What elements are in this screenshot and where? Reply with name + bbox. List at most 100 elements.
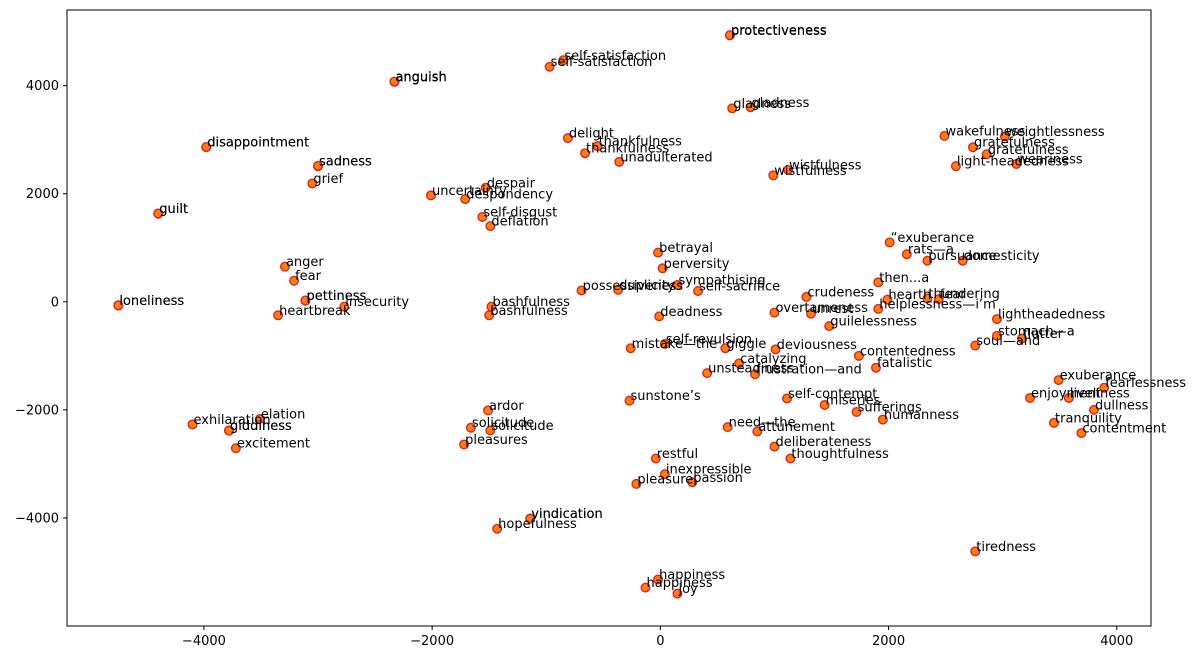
scatter-point xyxy=(465,422,476,433)
point-label: vindication xyxy=(531,507,602,522)
point-label: miseries xyxy=(826,393,881,408)
scatter-point xyxy=(485,425,496,436)
x-tick-label: 4000 xyxy=(1100,634,1133,649)
scatter-point xyxy=(720,343,731,354)
scatter-point xyxy=(1025,392,1036,403)
point-label: gladness xyxy=(751,96,809,111)
scatter-point xyxy=(1017,333,1028,344)
point-label: unadulterated xyxy=(620,150,712,165)
point-label: “exuberance xyxy=(891,231,974,246)
scatter-point xyxy=(922,293,933,304)
scatter-point xyxy=(653,247,664,258)
point-label: restful xyxy=(657,447,698,462)
scatter-point xyxy=(562,133,573,144)
point-label: elation xyxy=(261,408,305,423)
point-label: giggle xyxy=(726,337,766,352)
point-label: happiness xyxy=(659,568,725,583)
y-tick-label: 0 xyxy=(51,295,59,310)
scatter-point xyxy=(459,439,470,450)
point-label: anger xyxy=(286,255,324,270)
scatter-point xyxy=(425,190,436,201)
point-label: unsteadiness xyxy=(708,362,794,377)
scatter-point xyxy=(770,344,781,355)
point-label: self-satisfaction xyxy=(551,55,653,70)
plot-frame xyxy=(66,9,1152,627)
scatter-point xyxy=(625,343,636,354)
point-label: thundering xyxy=(928,287,1000,302)
point-label: rats—a xyxy=(908,243,954,258)
point-label: pleasures xyxy=(465,433,528,448)
point-label: sympathising xyxy=(678,274,765,289)
point-label: then...a xyxy=(879,271,929,286)
point-label: despair xyxy=(487,176,536,191)
scatter-point xyxy=(654,311,665,322)
point-label: pettiness xyxy=(306,289,366,304)
scatter-point xyxy=(970,546,981,557)
point-label: solicitude xyxy=(472,416,534,431)
scatter-point xyxy=(672,280,683,291)
scatter-point xyxy=(624,395,635,406)
scatter-point xyxy=(970,340,981,351)
point-label: deliberateness xyxy=(775,435,871,450)
scatter-point xyxy=(273,310,284,321)
point-label: wistfulness xyxy=(774,164,847,179)
scatter-point xyxy=(981,149,992,160)
point-label: protectiveness xyxy=(731,24,827,39)
point-label: enjoyment xyxy=(1031,386,1101,401)
point-label: disappointment xyxy=(207,135,309,150)
point-label: guilt xyxy=(159,202,188,217)
scatter-point xyxy=(782,393,793,404)
point-label: passion xyxy=(693,471,743,486)
point-label: loneliness xyxy=(119,294,184,309)
scatter-point xyxy=(851,407,862,418)
point-label: pettiness xyxy=(306,289,366,304)
point-label: fatalistic xyxy=(877,356,932,371)
scatter-point xyxy=(1088,404,1099,415)
scatter-point xyxy=(722,422,733,433)
scatter-point xyxy=(939,130,950,141)
scatter-point xyxy=(483,405,494,416)
y-tick-label: −4000 xyxy=(15,511,59,526)
scatter-point xyxy=(999,131,1010,142)
scatter-point xyxy=(389,76,400,87)
point-label: liveliness xyxy=(1070,386,1130,401)
scatter-point xyxy=(702,368,713,379)
point-label: flutter xyxy=(1023,327,1064,342)
scatter-point xyxy=(801,291,812,302)
scatter-point xyxy=(613,284,624,295)
scatter-point xyxy=(544,61,555,72)
point-label: dullness xyxy=(1095,398,1149,413)
point-label: pursuance xyxy=(928,249,996,264)
scatter-point xyxy=(614,156,625,167)
y-tick-label: 2000 xyxy=(26,187,59,202)
point-label: tiredness xyxy=(976,540,1036,555)
point-label: duplicity xyxy=(619,278,675,293)
scatter-point xyxy=(922,255,933,266)
point-label: gladness xyxy=(733,97,791,112)
scatter-point xyxy=(659,338,670,349)
scatter-point xyxy=(230,443,241,454)
scatter-point xyxy=(1049,417,1060,428)
scatter-point xyxy=(724,30,735,41)
scatter-point xyxy=(882,294,893,305)
point-label: disappointment xyxy=(207,136,309,151)
point-label: need—the xyxy=(729,416,796,431)
scatter-point xyxy=(485,221,496,232)
point-label: weightlessness xyxy=(1006,125,1105,140)
point-label: sadness xyxy=(319,155,372,170)
scatter-point xyxy=(853,350,864,361)
scatter-point xyxy=(480,182,491,193)
scatter-point xyxy=(580,148,591,159)
scatter-point xyxy=(460,194,471,205)
point-label: sufferings xyxy=(858,401,922,416)
scatter-point xyxy=(201,141,212,152)
scatter-point xyxy=(752,426,763,437)
point-label: uncertainty xyxy=(432,184,507,199)
scatter-point xyxy=(653,574,664,585)
scatter-point xyxy=(307,178,318,189)
scatter-point xyxy=(313,160,324,171)
point-label: self-disgust xyxy=(483,205,557,220)
point-label: fear xyxy=(295,269,322,284)
scatter-point xyxy=(339,301,350,312)
scatter-points xyxy=(113,30,1110,599)
